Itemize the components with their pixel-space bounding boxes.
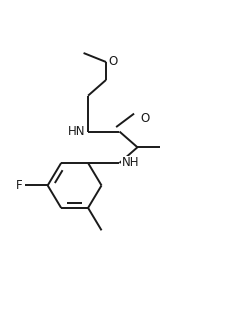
Text: F: F (16, 179, 23, 192)
Text: NH: NH (122, 157, 139, 170)
Text: O: O (139, 112, 149, 125)
Text: O: O (108, 55, 117, 68)
Text: HN: HN (68, 125, 85, 138)
